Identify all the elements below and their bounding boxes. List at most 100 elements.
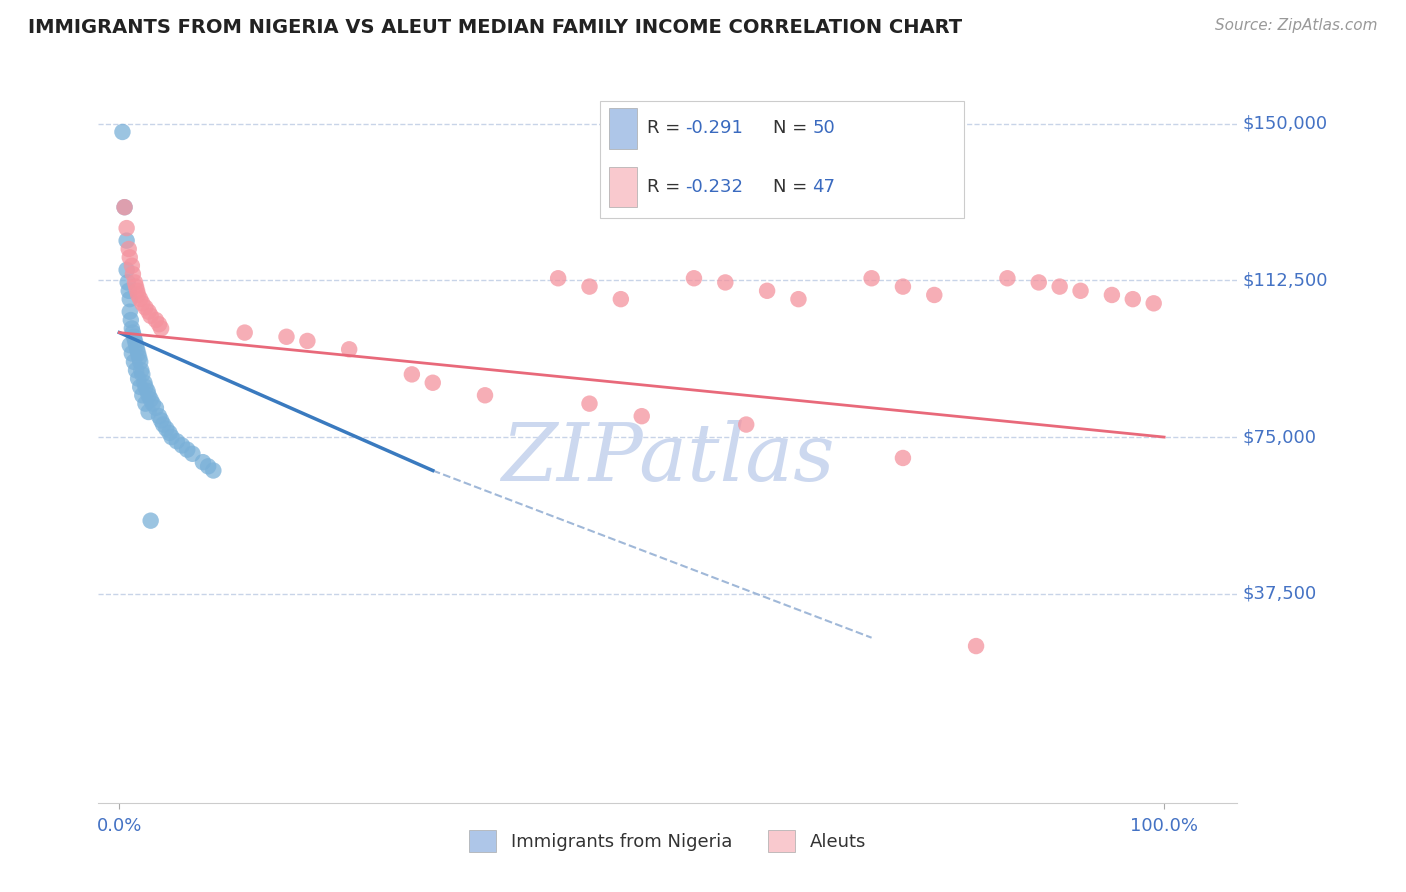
Point xyxy=(118,284,141,298)
Point xyxy=(176,442,198,457)
Point xyxy=(124,276,146,290)
Point xyxy=(111,125,134,139)
Point xyxy=(1122,292,1144,306)
Point xyxy=(1028,276,1050,290)
Point xyxy=(129,292,152,306)
Point xyxy=(136,384,159,398)
Point xyxy=(683,271,706,285)
Point xyxy=(422,376,444,390)
Text: $150,000: $150,000 xyxy=(1243,114,1327,133)
Point xyxy=(117,276,139,290)
Point xyxy=(181,447,204,461)
Text: $37,500: $37,500 xyxy=(1243,585,1317,603)
Point xyxy=(337,343,360,357)
Point xyxy=(131,368,153,382)
Point xyxy=(118,251,141,265)
Point xyxy=(131,388,153,402)
FancyBboxPatch shape xyxy=(599,101,965,218)
Point xyxy=(115,221,138,235)
Point xyxy=(127,371,149,385)
Point xyxy=(121,346,143,360)
Point xyxy=(547,271,569,285)
Text: Source: ZipAtlas.com: Source: ZipAtlas.com xyxy=(1215,18,1378,33)
Point xyxy=(170,438,193,452)
Point xyxy=(148,409,170,424)
Point xyxy=(127,346,149,360)
Point xyxy=(127,288,149,302)
Text: 50: 50 xyxy=(813,120,835,137)
Text: IMMIGRANTS FROM NIGERIA VS ALEUT MEDIAN FAMILY INCOME CORRELATION CHART: IMMIGRANTS FROM NIGERIA VS ALEUT MEDIAN … xyxy=(28,18,962,37)
Point xyxy=(138,388,160,402)
Point xyxy=(134,397,156,411)
Text: N =: N = xyxy=(773,178,813,196)
Point xyxy=(997,271,1019,285)
Point xyxy=(965,639,987,653)
Point xyxy=(118,242,141,256)
Point xyxy=(118,292,141,306)
Point xyxy=(125,279,148,293)
Point xyxy=(152,417,174,432)
Point xyxy=(142,397,165,411)
Text: $75,000: $75,000 xyxy=(1243,428,1316,446)
Text: -0.291: -0.291 xyxy=(685,120,742,137)
Text: $112,500: $112,500 xyxy=(1243,271,1329,289)
Text: R =: R = xyxy=(647,178,686,196)
Point xyxy=(114,200,136,214)
Point xyxy=(139,309,162,323)
Point xyxy=(131,296,153,310)
Point xyxy=(401,368,423,382)
Point xyxy=(159,425,181,440)
Point xyxy=(191,455,214,469)
Point xyxy=(578,397,600,411)
Point xyxy=(1143,296,1166,310)
Point xyxy=(138,304,160,318)
Point xyxy=(120,313,142,327)
Point xyxy=(150,321,173,335)
Point xyxy=(714,276,737,290)
Text: N =: N = xyxy=(773,120,813,137)
Point xyxy=(148,317,170,331)
Point xyxy=(122,330,145,344)
Point xyxy=(610,292,633,306)
Text: R =: R = xyxy=(647,120,686,137)
Point xyxy=(115,234,138,248)
Point xyxy=(160,430,183,444)
Point xyxy=(150,413,173,427)
Point xyxy=(276,330,298,344)
Point xyxy=(125,363,148,377)
Point xyxy=(125,343,148,357)
Legend: Immigrants from Nigeria, Aleuts: Immigrants from Nigeria, Aleuts xyxy=(463,823,873,860)
Point xyxy=(129,380,152,394)
Point xyxy=(134,376,156,390)
Point xyxy=(134,301,156,315)
Point xyxy=(787,292,810,306)
Point xyxy=(129,355,152,369)
Point xyxy=(145,313,167,327)
Point xyxy=(139,514,162,528)
Point xyxy=(121,321,143,335)
Point xyxy=(155,422,177,436)
FancyBboxPatch shape xyxy=(609,167,637,207)
Point xyxy=(297,334,319,348)
Point xyxy=(139,392,162,407)
Text: -0.232: -0.232 xyxy=(685,178,742,196)
Point xyxy=(891,450,914,465)
Point xyxy=(233,326,256,340)
Point xyxy=(1101,288,1123,302)
Point xyxy=(138,405,160,419)
Point xyxy=(122,355,145,369)
Point xyxy=(128,351,150,365)
Point xyxy=(129,363,152,377)
Point xyxy=(474,388,496,402)
FancyBboxPatch shape xyxy=(609,108,637,149)
Point xyxy=(134,380,156,394)
Point xyxy=(122,267,145,281)
Point xyxy=(145,401,167,415)
Point xyxy=(125,338,148,352)
Point xyxy=(630,409,652,424)
Point xyxy=(166,434,188,449)
Point xyxy=(125,284,148,298)
Point xyxy=(1070,284,1092,298)
Point xyxy=(114,200,136,214)
Point xyxy=(118,304,141,318)
